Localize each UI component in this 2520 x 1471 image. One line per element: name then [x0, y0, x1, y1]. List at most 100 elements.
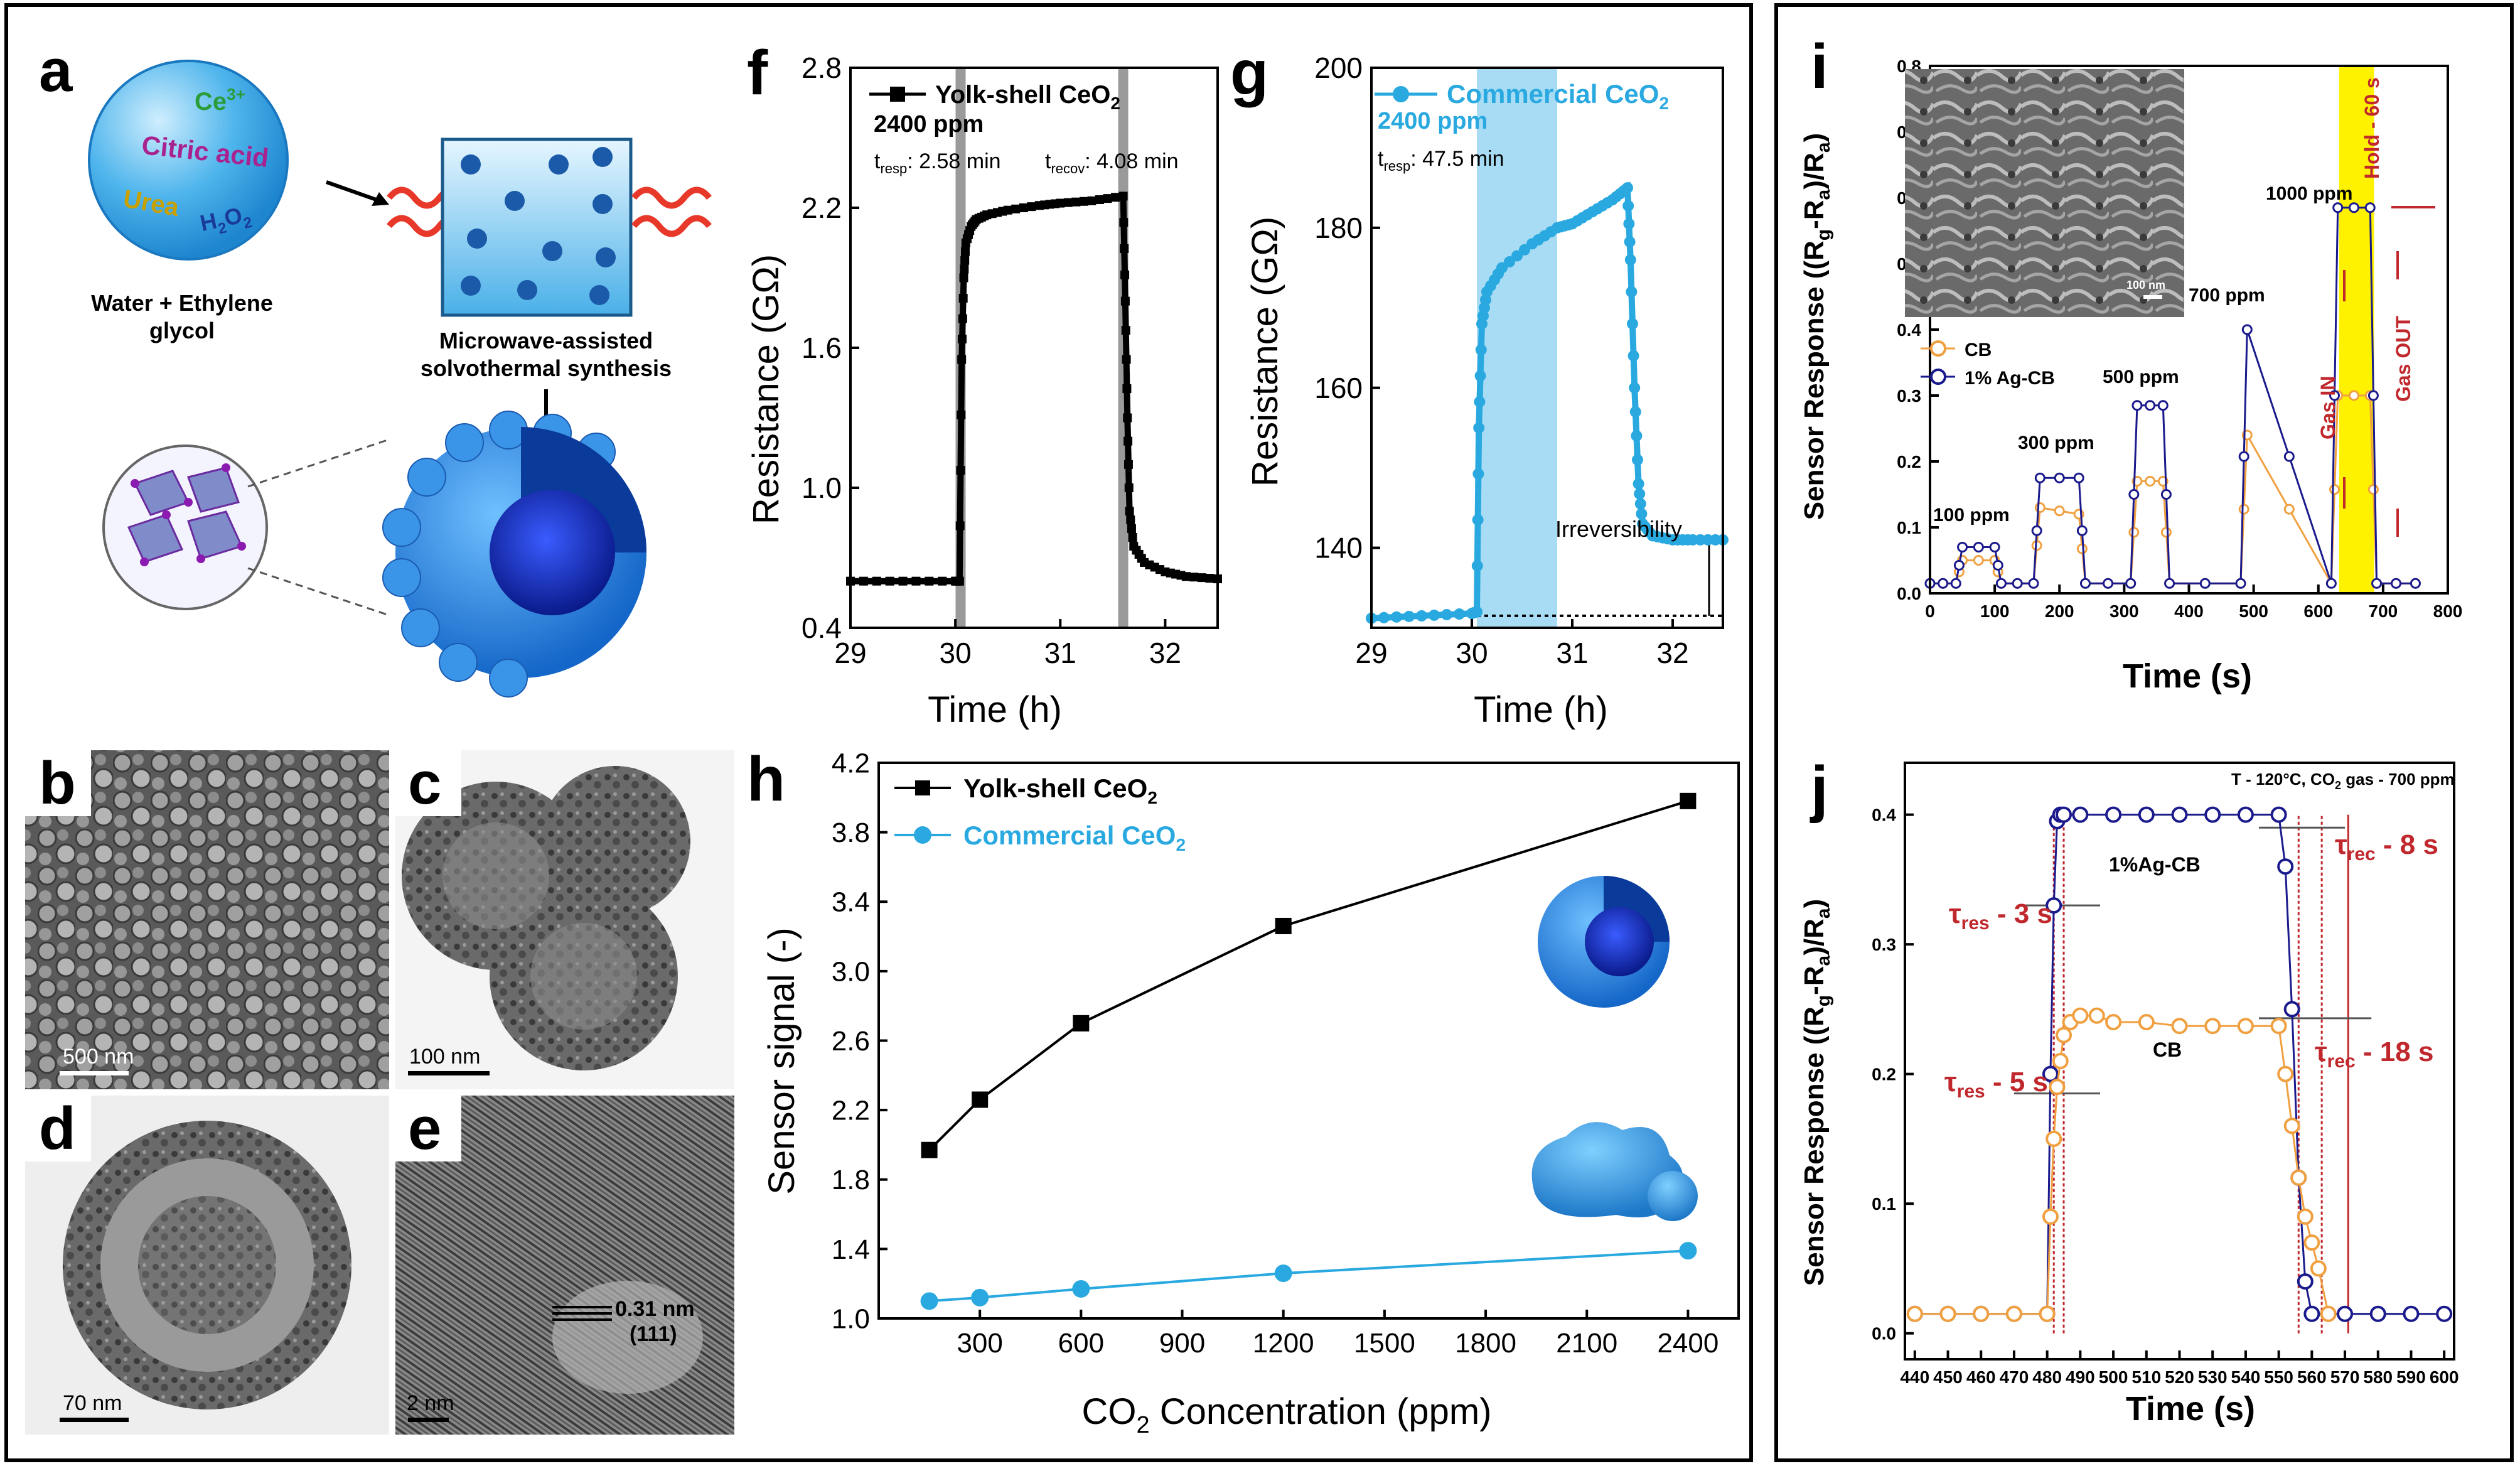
g-ytick-label: 160 — [1314, 372, 1363, 404]
h-ylabel: Sensor signal (-) — [761, 927, 802, 1194]
i-data-point — [2131, 400, 2143, 411]
i-xtick-label: 500 — [2239, 601, 2268, 621]
j-data-point — [2056, 806, 2072, 823]
i-xtick-label: 700 — [2369, 601, 2398, 621]
h-data-point — [921, 1141, 938, 1158]
h-xtick-label: 2400 — [1657, 1328, 1718, 1359]
right-figure-frame — [1774, 3, 2514, 1462]
h-ytick-label: 1.8 — [832, 1165, 870, 1195]
g-xtick-label: 30 — [1456, 637, 1488, 669]
j-tau-res-cb: τres - 5 s — [1944, 1067, 2048, 1102]
g-xlabel: Time (h) — [1474, 689, 1608, 730]
panel-letter-i: i — [1811, 31, 1828, 102]
f-xtick-label: 31 — [1044, 637, 1076, 669]
f-data-point — [1181, 572, 1191, 581]
h-data-point — [1275, 917, 1292, 934]
f-data-point — [1123, 413, 1132, 423]
i-data-point — [2034, 502, 2045, 513]
f-data-point — [1087, 196, 1096, 205]
f-t-recov: trecov: 4.08 min — [1045, 149, 1179, 176]
j-data-point — [1906, 1305, 1923, 1322]
i-data-point — [2145, 400, 2156, 411]
f-data-point — [1003, 205, 1012, 215]
scale-bar-c: 100 nm — [409, 1045, 480, 1069]
g-conc-label: 2400 ppm — [1378, 108, 1488, 134]
j-data-point — [2270, 1018, 2287, 1035]
i-data-point — [2348, 202, 2359, 213]
j-data-point — [2283, 1001, 2300, 1018]
i-data-point — [2325, 578, 2337, 589]
i-data-point — [2034, 472, 2045, 483]
j-data-point — [2138, 806, 2155, 823]
h-xtick-label: 1800 — [1455, 1328, 1516, 1359]
f-data-point — [960, 256, 970, 265]
j-xtick-label: 510 — [2131, 1367, 2161, 1387]
j-condition-title: T - 120°C, CO2 gas - 700 ppm — [2231, 770, 2455, 792]
j-data-point — [2237, 806, 2254, 823]
j-data-point — [2042, 1065, 2059, 1082]
g-data-point — [1429, 609, 1440, 621]
j-data-point — [2403, 1305, 2420, 1322]
f-data-point — [1120, 296, 1130, 306]
panel-i-chart: i Sensor Response ((Rg-Ra)/Ra) Time (s) … — [1799, 31, 2462, 695]
j-data-point — [2105, 806, 2122, 823]
i-data-point — [2012, 578, 2023, 589]
g-data-point — [1403, 610, 1415, 622]
f-data-point — [1122, 384, 1132, 394]
f-xlabel: Time (h) — [928, 689, 1062, 730]
i-xlabel: Time (s) — [2123, 657, 2252, 695]
f-data-point — [872, 576, 881, 586]
i-sem-scale: 100 nm — [2126, 279, 2165, 291]
f-data-point — [1125, 507, 1134, 516]
h-xtick-label: 1200 — [1253, 1328, 1314, 1359]
g-data-point — [1474, 396, 1486, 408]
g-data-point — [1416, 610, 1427, 622]
f-data-point — [1197, 573, 1206, 583]
j-xtick-label: 520 — [2165, 1367, 2194, 1387]
j-series-label-cb: CB — [2153, 1038, 2182, 1061]
j-data-point — [2204, 806, 2221, 823]
panel-letter-f: f — [747, 38, 768, 108]
i-data-point — [2238, 451, 2249, 462]
scale-bar-e: 2 nm — [407, 1391, 454, 1415]
panel-letter-b: b — [39, 750, 76, 817]
g-data-point — [1622, 182, 1633, 194]
j-data-point — [2045, 897, 2062, 914]
j-xtick-label: 570 — [2330, 1367, 2360, 1387]
f-data-point — [1011, 204, 1021, 213]
scale-bar-b: 500 nm — [63, 1045, 134, 1069]
f-data-point — [911, 576, 921, 586]
j-xtick-label: 580 — [2363, 1367, 2393, 1387]
f-data-point — [925, 576, 934, 586]
panel-letter-c: c — [408, 750, 441, 817]
i-data-point — [2160, 527, 2172, 538]
i-data-point — [2028, 578, 2039, 589]
j-data-point — [2303, 1234, 2320, 1251]
f-data-point — [898, 576, 908, 586]
i-data-point — [2364, 202, 2376, 213]
g-axes-frame — [1370, 67, 1724, 629]
f-xtick-label: 30 — [940, 637, 972, 669]
j-series-line-1 — [1914, 1015, 2330, 1315]
j-tau-rec-ag: τrec - 8 s — [2335, 829, 2438, 865]
i-data-point — [1950, 578, 1961, 589]
i-xtick-label: 600 — [2303, 601, 2333, 621]
i-data-point — [1938, 578, 1949, 589]
f-data-point — [959, 273, 968, 283]
j-data-point — [1973, 1305, 1990, 1322]
g-data-point — [1631, 430, 1643, 442]
j-ytick-label: 0.4 — [1872, 805, 1896, 824]
f-data-point — [961, 247, 970, 256]
i-xtick-label: 800 — [2433, 601, 2463, 621]
i-data-point — [2332, 202, 2344, 213]
i-xtick-label: 400 — [2174, 601, 2204, 621]
g-ytick-label: 200 — [1314, 51, 1363, 84]
f-data-point — [1119, 218, 1129, 227]
g-data-point — [1632, 454, 1643, 466]
f-ytick-label: 1.0 — [802, 471, 842, 504]
i-data-point — [2145, 476, 2156, 487]
f-data-point — [1063, 198, 1073, 207]
h-xtick-label: 300 — [957, 1328, 1002, 1359]
h-legend-label-1: Yolk-shell CeO2 — [963, 773, 1157, 807]
h-legend-label-2: Commercial CeO2 — [963, 821, 1186, 854]
